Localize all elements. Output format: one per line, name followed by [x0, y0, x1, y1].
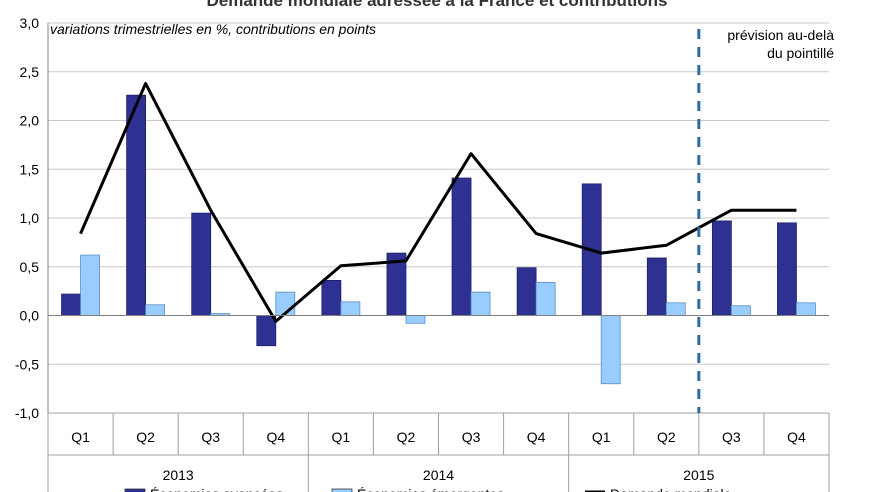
x-tick-label: Q3: [201, 429, 220, 445]
x-tick-label: Q1: [592, 429, 611, 445]
bar-advanced: [61, 293, 81, 316]
bar-emerging: [665, 302, 686, 316]
y-tick-label: -0,5: [15, 356, 39, 372]
legend: Économies avancées Économies émergentes De…: [124, 486, 732, 492]
line-world-demand: [79, 81, 797, 323]
bar-emerging: [340, 301, 361, 316]
year-label: 2013: [163, 467, 194, 483]
x-tick-label: Q1: [71, 429, 90, 445]
x-tick-label: Q1: [332, 429, 351, 445]
axes: -1,0 -0,5 0,0 0,5 1,0 1,5 2,0 2,5 3,0 Q1 Q2 Q3 Q4 Q1 Q…: [15, 15, 830, 492]
y-tick-label: 2,5: [20, 64, 40, 80]
bar-advanced: [646, 257, 667, 316]
legend-swatch: [331, 488, 353, 492]
bar-advanced: [191, 212, 212, 316]
bar-advanced: [516, 267, 537, 316]
line-layer: [79, 81, 797, 323]
bar-emerging: [796, 302, 816, 316]
x-tick-label: Q4: [527, 429, 546, 445]
chart-title: Demande mondiale adressée à la France et…: [206, 0, 667, 10]
x-tick-label: Q4: [787, 429, 806, 445]
legend-swatch: [124, 488, 146, 492]
bar-advanced: [321, 279, 342, 316]
bar-emerging: [600, 315, 621, 385]
bar-emerging: [405, 315, 426, 324]
bar-emerging: [80, 254, 100, 316]
x-tick-label: Q2: [657, 429, 676, 445]
year-label: 2015: [683, 467, 714, 483]
x-tick-label: Q3: [462, 429, 481, 445]
forecast-note-line-1: prévision au-delà: [727, 27, 834, 43]
bar-emerging: [535, 281, 556, 316]
bar-advanced: [126, 94, 147, 316]
grid: [48, 22, 829, 365]
forecast-note-line-2: du pointillé: [767, 45, 834, 61]
bar-advanced: [711, 220, 732, 316]
y-tick-label: 3,0: [20, 15, 40, 31]
x-tick-label: Q2: [136, 429, 155, 445]
chart-subtitle: variations trimestrielles en %, contribu…: [50, 21, 376, 37]
bar-advanced: [451, 177, 472, 316]
x-tick-label: Q2: [397, 429, 416, 445]
legend-label: Économies avancées: [150, 486, 283, 492]
bar-advanced: [256, 315, 277, 347]
x-tick-label: Q3: [722, 429, 741, 445]
y-tick-label: 2,0: [20, 113, 40, 129]
bar-emerging: [470, 291, 491, 316]
bar-advanced: [777, 222, 797, 316]
year-label: 2014: [423, 467, 454, 483]
x-tick-label: Q4: [266, 429, 285, 445]
y-tick-label: 1,5: [20, 161, 40, 177]
legend-label: Demande mondiale: [610, 486, 732, 492]
y-tick-label: 0,0: [20, 308, 40, 324]
legend-label: Économies émergentes: [357, 486, 504, 492]
bar-emerging: [730, 305, 751, 316]
bar-emerging: [145, 304, 166, 316]
y-tick-label: 0,5: [20, 259, 40, 275]
y-tick-label: -1,0: [15, 405, 39, 421]
y-tick-label: 1,0: [20, 210, 40, 226]
